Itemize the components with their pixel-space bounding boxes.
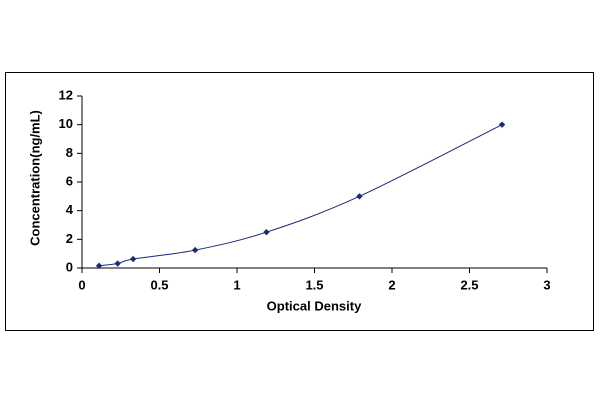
x-tick-label: 2 [388,277,395,292]
y-tick-label: 10 [59,116,73,131]
y-axis-label: Concentration(ng/mL) [27,110,42,246]
y-tick-label: 6 [66,173,73,188]
chart-frame [5,72,594,331]
data-point [191,246,199,254]
x-tick-label: 1 [233,277,240,292]
data-point [498,121,506,128]
x-tick-label: 0.5 [150,277,168,292]
data-point [114,260,121,267]
y-tick-label: 12 [59,87,73,102]
y-tick-label: 8 [66,145,73,160]
x-tick-label: 1.5 [305,277,323,292]
x-tick-label: 2.5 [460,277,478,292]
x-axis-label: Optical Density [267,298,362,313]
y-tick-label: 2 [66,231,73,246]
y-tick-label: 0 [66,259,73,274]
data-point [263,228,270,236]
data-point [356,193,363,200]
data-point [95,262,103,269]
data-point [129,255,137,263]
y-tick-label: 4 [66,202,74,217]
x-tick-label: 3 [543,277,550,292]
x-tick-label: 0 [78,277,85,292]
